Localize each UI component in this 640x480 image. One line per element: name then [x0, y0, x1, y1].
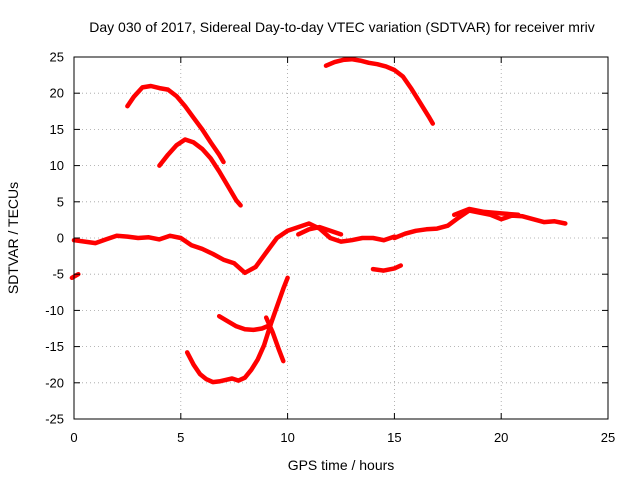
x-tick-label: 10: [280, 430, 294, 445]
y-tick-label: -20: [45, 375, 64, 390]
y-tick-label: 0: [57, 231, 64, 246]
y-tick-label: 20: [50, 86, 64, 101]
y-tick-label: -10: [45, 303, 64, 318]
series-arc-h: [392, 208, 568, 241]
series-arc-a: [69, 271, 81, 281]
series-arc-d: [125, 83, 226, 165]
y-axis-label: SDTVAR / TECUs: [5, 182, 21, 294]
series-arc-f: [323, 56, 436, 126]
y-tick-label: 5: [57, 194, 64, 209]
y-tick-label: 10: [50, 158, 64, 173]
series-arc-b: [71, 221, 397, 276]
y-tick-label: 25: [50, 50, 64, 65]
x-tick-label: 0: [70, 430, 77, 445]
x-tick-label: 25: [601, 430, 615, 445]
series-arc-k: [184, 275, 290, 385]
series-layer: [69, 56, 568, 385]
series-arc-i: [451, 206, 521, 218]
series-arc-g: [370, 263, 404, 273]
x-tick-label: 5: [177, 430, 184, 445]
series-arc-l: [263, 315, 286, 364]
series-arc-e: [157, 137, 243, 208]
series-arc-j: [216, 313, 273, 333]
y-tick-label: -15: [45, 339, 64, 354]
tick-layer: 0 5 10 15 20 25 -25 -20 -15 -10 -5 0 5 10 15 20 25: [45, 50, 615, 446]
x-tick-label: 15: [387, 430, 401, 445]
x-tick-label: 20: [494, 430, 508, 445]
chart-title: Day 030 of 2017, Sidereal Day-to-day VTE…: [89, 19, 594, 35]
y-tick-label: -5: [52, 267, 64, 282]
y-tick-label: -25: [45, 412, 64, 427]
x-axis-label: GPS time / hours: [288, 457, 395, 473]
series-arc-c: [296, 224, 344, 237]
y-tick-label: 15: [50, 122, 64, 137]
